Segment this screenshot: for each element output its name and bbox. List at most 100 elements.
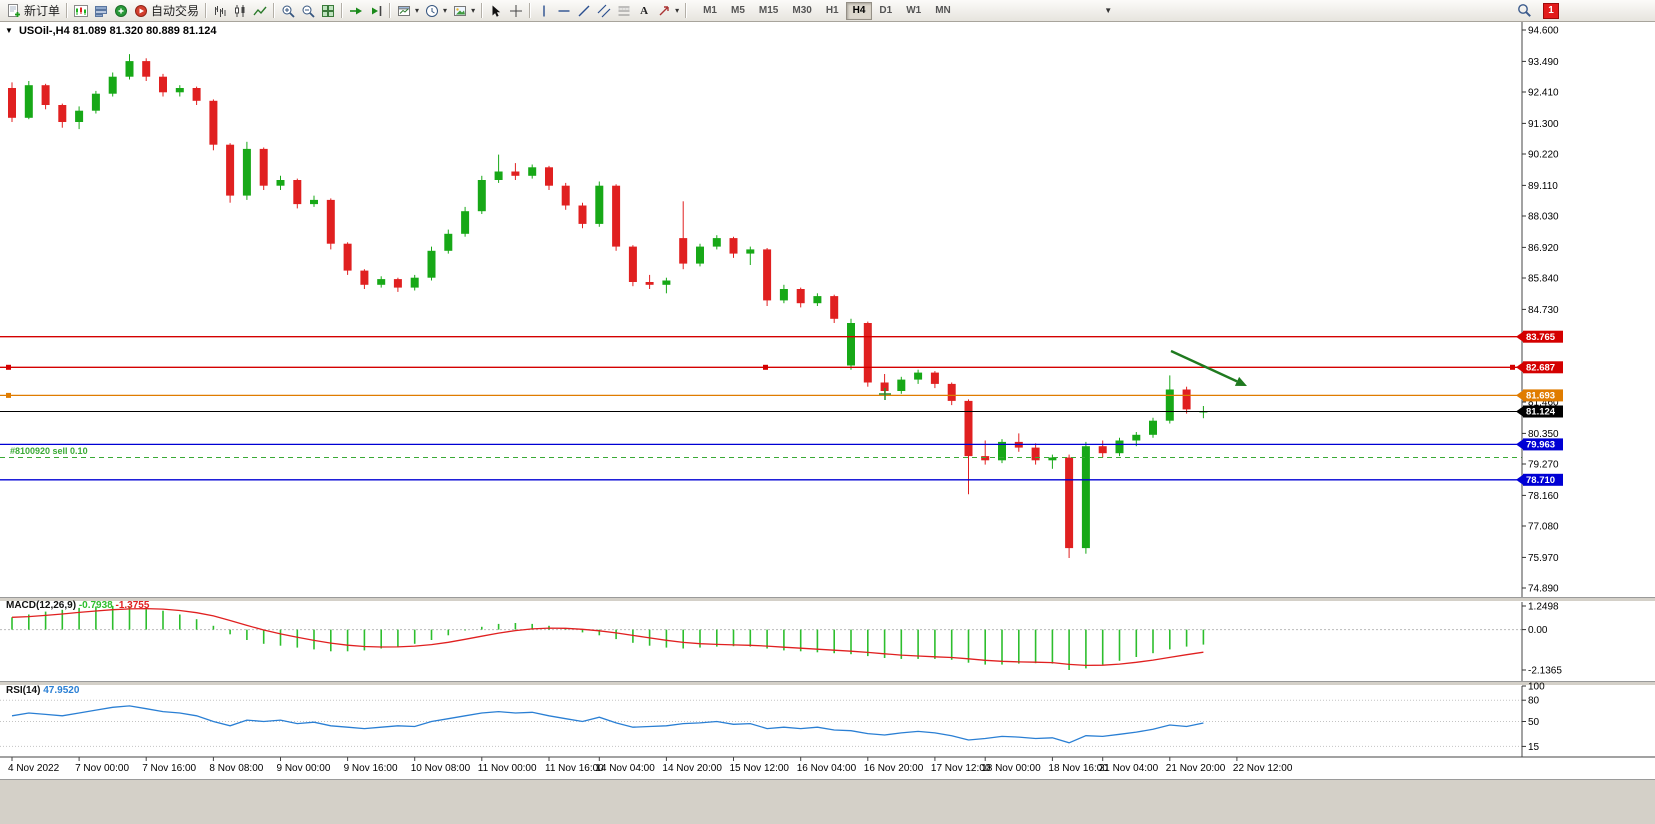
price-tag[interactable] xyxy=(1523,361,1563,374)
candle-body xyxy=(226,144,235,196)
timeframe-button-h1[interactable]: H1 xyxy=(819,2,846,20)
candle-body xyxy=(276,180,285,186)
crosshair-button[interactable] xyxy=(506,1,526,21)
time-axis-label: 17 Nov 12:00 xyxy=(931,763,991,774)
time-axis-label: 15 Nov 12:00 xyxy=(730,763,790,774)
rsi-axis-label: 50 xyxy=(1528,717,1540,728)
symbol-period-label: USOil-,H4 xyxy=(18,25,70,37)
price-tag[interactable] xyxy=(1523,438,1563,451)
vertical-line-button[interactable] xyxy=(534,1,554,21)
candle-body xyxy=(1098,446,1107,454)
bar-chart-button[interactable] xyxy=(210,1,230,21)
rsi-name: RSI(14) xyxy=(6,685,41,696)
profiles-button[interactable] xyxy=(91,1,111,21)
auto-trading-button[interactable]: 自动交易 xyxy=(131,1,202,21)
fibonacci-button[interactable] xyxy=(614,1,634,21)
candle-body xyxy=(1182,389,1191,410)
line-handle[interactable] xyxy=(1510,364,1515,370)
new-order-button[interactable]: 新订单 xyxy=(4,1,63,21)
macd-name: MACD(12,26,9) xyxy=(6,600,77,611)
candle-body xyxy=(746,249,755,254)
candle-body xyxy=(91,93,100,111)
timeframe-button-m30[interactable]: M30 xyxy=(785,2,818,20)
price-axis-label: 91.300 xyxy=(1528,119,1559,130)
terminal-button[interactable] xyxy=(111,1,131,21)
candle-body xyxy=(108,76,117,94)
zoom-in-button[interactable] xyxy=(278,1,298,21)
price-axis-label: 74.890 xyxy=(1528,584,1559,595)
trend-arrow-line[interactable] xyxy=(1170,349,1238,383)
new-chart-button[interactable]: ▾ xyxy=(394,1,422,21)
price-tag[interactable] xyxy=(1523,473,1563,486)
cursor-button[interactable] xyxy=(486,1,506,21)
current-price-tag[interactable] xyxy=(1523,405,1563,418)
time-axis-label: 9 Nov 00:00 xyxy=(277,763,331,774)
zoom-out-icon xyxy=(302,5,315,18)
candle-body xyxy=(1048,457,1057,461)
timeframe-button-m1[interactable]: M1 xyxy=(696,2,724,20)
line-handle[interactable] xyxy=(6,392,11,398)
candle-body xyxy=(796,289,805,304)
templates-button[interactable]: ▾ xyxy=(450,1,478,21)
timeframe-button-d1[interactable]: D1 xyxy=(872,2,899,20)
candle-body xyxy=(847,323,855,366)
candle-body xyxy=(561,185,570,206)
rsi-axis-label: 80 xyxy=(1528,696,1540,707)
new-order-label: 新订单 xyxy=(24,4,61,18)
toolbar-more-button[interactable]: ▼ xyxy=(1098,1,1118,21)
time-axis-label: 7 Nov 16:00 xyxy=(142,763,196,774)
periods-button[interactable]: ▾ xyxy=(422,1,450,21)
text-tool-button[interactable]: A xyxy=(634,1,654,21)
candle-body xyxy=(1081,446,1090,549)
trendline-button[interactable] xyxy=(574,1,594,21)
panel-separator[interactable] xyxy=(0,681,1655,686)
timeframe-button-m5[interactable]: M5 xyxy=(724,2,752,20)
candle-body xyxy=(545,167,553,186)
candle-body xyxy=(612,185,621,247)
chart-ohlc-header: ▼ USOil-,H4 81.089 81.320 80.889 81.124 xyxy=(5,25,217,37)
time-axis-label: 10 Nov 08:00 xyxy=(411,763,471,774)
trend-arrow-head[interactable] xyxy=(1234,376,1247,386)
toolbar-right-group: 1 xyxy=(1514,1,1559,21)
one-click-trading-icon[interactable]: ▼ xyxy=(5,26,13,35)
open-position-label[interactable]: #8100920 sell 0.10 xyxy=(10,446,88,456)
tile-windows-icon xyxy=(322,4,335,17)
price-axis-label: 84.730 xyxy=(1528,305,1559,316)
search-button[interactable] xyxy=(1514,1,1535,21)
channel-button[interactable] xyxy=(594,1,614,21)
terminal-icon xyxy=(115,4,128,17)
timeframe-button-mn[interactable]: MN xyxy=(928,2,958,20)
auto-scroll-button[interactable] xyxy=(346,1,366,21)
line-chart-button[interactable] xyxy=(250,1,270,21)
notification-badge[interactable]: 1 xyxy=(1543,2,1559,19)
price-tag[interactable] xyxy=(1523,389,1563,402)
zoom-out-button[interactable] xyxy=(298,1,318,21)
tile-windows-button[interactable] xyxy=(318,1,338,21)
line-handle[interactable] xyxy=(763,364,768,370)
line-handle[interactable] xyxy=(6,364,11,370)
price-tag[interactable] xyxy=(1523,330,1563,343)
time-axis-label: 14 Nov 20:00 xyxy=(662,763,722,774)
rsi-value: 47.9520 xyxy=(43,685,80,696)
horizontal-line-button[interactable] xyxy=(554,1,574,21)
candle-body xyxy=(662,280,671,285)
candle-body xyxy=(930,372,939,384)
time-axis-label: 21 Nov 04:00 xyxy=(1099,763,1159,774)
price-axis-label: 90.220 xyxy=(1528,150,1559,161)
chevron-down-icon: ▾ xyxy=(415,6,420,15)
macd-main-value: -0.7938 xyxy=(78,600,113,611)
panel-separator[interactable] xyxy=(0,597,1655,602)
chart-window-button[interactable] xyxy=(71,1,91,21)
time-axis-label: 21 Nov 20:00 xyxy=(1166,763,1226,774)
price-tag-label: 78.710 xyxy=(1526,475,1555,486)
timeframe-button-h4[interactable]: H4 xyxy=(845,1,873,20)
time-axis-label: 16 Nov 20:00 xyxy=(864,763,924,774)
timeframe-button-w1[interactable]: W1 xyxy=(899,2,928,20)
rsi-indicator-label: RSI(14) 47.9520 xyxy=(6,685,79,696)
chart-shift-button[interactable] xyxy=(366,1,386,21)
timeframe-button-m15[interactable]: M15 xyxy=(752,2,785,20)
arrows-tool-button[interactable]: ▾ xyxy=(654,1,682,21)
candlestick-chart-button[interactable] xyxy=(230,1,250,21)
chevron-down-icon: ▾ xyxy=(471,6,476,15)
